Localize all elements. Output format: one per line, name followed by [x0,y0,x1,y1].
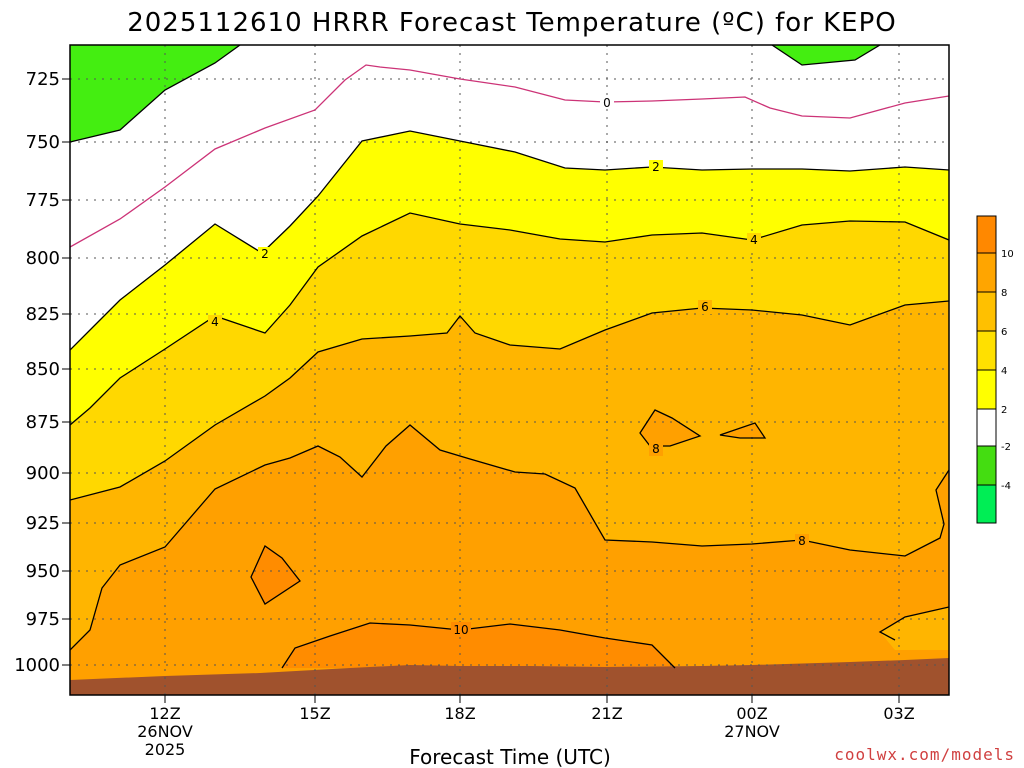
chart-title: 2025112610 HRRR Forecast Temperature (ºC… [127,8,897,38]
fill-region-8-to-10 [70,425,949,695]
x-tick-label-00z: 00Z [736,704,767,723]
contour-8c-pocket-b [719,422,767,439]
fill-region-lower-right [880,607,949,650]
colorbar: 10 8 6 4 2 -2 -4 [976,215,1014,524]
y-tick-label-725: 725 [26,69,60,90]
fill-pocket-8-b [720,423,765,438]
fill-region-above-10 [282,623,675,668]
colorbar-swatch-2-4 [977,370,996,409]
contour-label-4-left: 4 [211,315,219,329]
y-tick-label-925: 925 [26,513,60,534]
contour-4c-line [70,212,949,426]
x-tick-year-2025: 2025 [145,740,186,759]
colorbar-label-8: 8 [1001,288,1007,299]
colorbar-label-4: 4 [1001,366,1007,377]
contour-label-6: 6 [701,300,709,314]
colorbar-swatch-8-10 [977,253,996,292]
colorbar-swatch-4-6 [977,331,996,370]
contour-label-4-right: 4 [750,233,758,247]
y-tick-label-800: 800 [26,248,60,269]
contour-fill-layer [70,45,949,695]
fill-pocket-10 [251,546,300,604]
x-tick-date-27nov: 27NOV [724,722,780,741]
contour-label-0: 0 [603,96,611,110]
contour-label-8-right: 8 [798,534,806,548]
contour-8c-line [70,424,949,651]
colorbar-swatch-6-8 [977,292,996,331]
y-tick-label-850: 850 [26,359,60,380]
contour-label-8-pocket: 8 [652,442,660,456]
x-tick-label-21z: 21Z [591,704,622,723]
x-axis: 12Z 26NOV 2025 15Z 18Z 21Z 00Z 27NOV 03Z [137,695,915,759]
x-tick-date-26nov: 26NOV [137,722,193,741]
ground-surface [70,658,949,695]
contour-label-group: 0 2 2 4 4 6 8 8 10 [208,95,809,637]
colorbar-swatch-above-10 [977,216,996,253]
contour-2c-line [70,130,949,351]
y-tick-label-875: 875 [26,412,60,433]
y-tick-label-825: 825 [26,304,60,325]
credit-link[interactable]: coolwx.com/models [834,745,1015,764]
y-tick-label-975: 975 [26,609,60,630]
contour-minus2c-left [70,45,241,143]
contour-label-2-right: 2 [652,160,660,174]
colorbar-label-minus2: -2 [1001,442,1011,453]
contour-lower-right-line [878,606,949,641]
y-tick-label-1000: 1000 [14,655,60,676]
y-axis: 725 750 775 800 825 850 875 900 925 950 … [14,69,70,676]
x-tick-label-12z: 12Z [149,704,180,723]
y-tick-label-750: 750 [26,132,60,153]
x-tick-label-03z: 03Z [883,704,914,723]
colorbar-swatch-below-minus4 [977,485,996,523]
x-axis-title: Forecast Time (UTC) [409,745,611,768]
y-tick-label-950: 950 [26,561,60,582]
contour-label-2-left: 2 [261,247,269,261]
colorbar-label-minus4: -4 [1001,481,1011,492]
contour-6c-line [70,300,949,501]
colorbar-swatch-minus2-2 [977,409,996,446]
x-tick-label-15z: 15Z [299,704,330,723]
plot-frame [69,44,950,696]
contour-10c-pocket [250,545,301,605]
colorbar-label-2: 2 [1001,405,1007,416]
contour-label-10: 10 [453,623,468,637]
fill-pocket-8-a [640,410,700,446]
contour-0c-line [70,64,949,248]
y-tick-label-775: 775 [26,190,60,211]
x-tick-label-18z: 18Z [444,704,475,723]
y-tick-label-900: 900 [26,463,60,484]
colorbar-swatch-minus4-minus2 [977,446,996,485]
colorbar-label-10: 10 [1001,249,1014,260]
colorbar-label-6: 6 [1001,327,1007,338]
contour-minus2c-right [771,45,881,66]
fill-region-below-minus2-left [70,45,240,142]
